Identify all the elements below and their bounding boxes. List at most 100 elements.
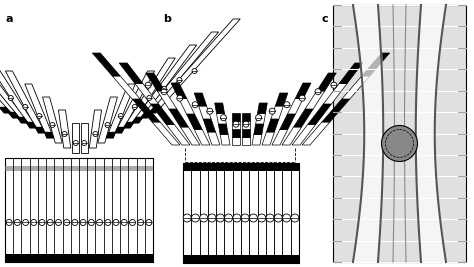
- Polygon shape: [242, 121, 250, 129]
- Polygon shape: [25, 84, 54, 138]
- Polygon shape: [186, 114, 202, 129]
- Circle shape: [241, 214, 249, 222]
- Polygon shape: [242, 129, 250, 137]
- Circle shape: [137, 219, 144, 225]
- Polygon shape: [106, 132, 116, 138]
- Circle shape: [147, 96, 152, 100]
- Polygon shape: [199, 106, 211, 119]
- Bar: [63, 158, 71, 262]
- Polygon shape: [58, 110, 71, 148]
- Polygon shape: [208, 132, 220, 145]
- Polygon shape: [322, 99, 350, 122]
- Circle shape: [146, 219, 152, 225]
- Polygon shape: [152, 122, 180, 145]
- Circle shape: [72, 219, 78, 225]
- Circle shape: [216, 214, 224, 222]
- Bar: [274, 163, 283, 263]
- Polygon shape: [255, 113, 265, 124]
- Polygon shape: [302, 122, 330, 145]
- Circle shape: [249, 214, 257, 222]
- Circle shape: [177, 77, 182, 83]
- Polygon shape: [232, 129, 240, 137]
- Bar: [5, 166, 153, 171]
- Bar: [30, 158, 38, 262]
- Circle shape: [6, 219, 12, 225]
- Circle shape: [93, 132, 98, 136]
- Polygon shape: [339, 63, 363, 84]
- Circle shape: [62, 132, 67, 136]
- Polygon shape: [217, 113, 227, 124]
- Bar: [266, 163, 274, 263]
- Circle shape: [299, 95, 305, 101]
- Circle shape: [225, 214, 233, 222]
- Circle shape: [105, 123, 110, 128]
- Polygon shape: [0, 107, 11, 113]
- Bar: [208, 163, 216, 263]
- Polygon shape: [0, 45, 28, 123]
- Bar: [55, 158, 63, 262]
- Circle shape: [113, 219, 119, 225]
- Circle shape: [64, 219, 70, 225]
- Circle shape: [97, 219, 102, 225]
- Polygon shape: [8, 112, 20, 118]
- Text: a: a: [6, 14, 13, 24]
- Circle shape: [39, 219, 45, 225]
- Polygon shape: [232, 121, 240, 129]
- Bar: [21, 158, 30, 262]
- Bar: [46, 158, 55, 262]
- Polygon shape: [26, 122, 37, 128]
- Text: b: b: [163, 14, 171, 24]
- Polygon shape: [305, 91, 325, 109]
- Polygon shape: [232, 137, 240, 145]
- Circle shape: [129, 219, 136, 225]
- Polygon shape: [232, 113, 240, 121]
- Polygon shape: [181, 127, 200, 145]
- Circle shape: [284, 102, 290, 108]
- Polygon shape: [123, 122, 134, 128]
- Circle shape: [31, 219, 37, 225]
- Bar: [249, 163, 257, 263]
- Polygon shape: [362, 53, 390, 76]
- Polygon shape: [149, 107, 161, 113]
- Circle shape: [274, 214, 283, 222]
- Polygon shape: [282, 127, 301, 145]
- Polygon shape: [0, 58, 37, 128]
- Circle shape: [73, 140, 78, 146]
- Polygon shape: [219, 124, 228, 135]
- Bar: [216, 163, 224, 263]
- Circle shape: [208, 214, 216, 222]
- Circle shape: [8, 96, 13, 100]
- Circle shape: [207, 108, 213, 114]
- Polygon shape: [194, 129, 210, 145]
- Polygon shape: [157, 91, 177, 109]
- Polygon shape: [271, 106, 283, 119]
- Polygon shape: [98, 97, 118, 143]
- Bar: [79, 158, 87, 262]
- Polygon shape: [119, 63, 143, 84]
- Polygon shape: [288, 99, 303, 114]
- Polygon shape: [35, 127, 45, 133]
- Circle shape: [47, 219, 53, 225]
- Bar: [200, 163, 208, 263]
- Polygon shape: [0, 32, 20, 118]
- Polygon shape: [169, 109, 189, 127]
- Circle shape: [161, 89, 167, 95]
- Polygon shape: [266, 119, 279, 132]
- Circle shape: [55, 219, 62, 225]
- Circle shape: [118, 113, 123, 119]
- Bar: [95, 158, 104, 262]
- Polygon shape: [257, 103, 267, 113]
- Circle shape: [88, 219, 94, 225]
- Circle shape: [258, 214, 266, 222]
- Polygon shape: [123, 58, 175, 128]
- Polygon shape: [242, 137, 250, 145]
- Polygon shape: [5, 71, 45, 133]
- Circle shape: [315, 89, 321, 95]
- Circle shape: [266, 214, 274, 222]
- Bar: [104, 158, 112, 262]
- Bar: [5, 254, 153, 262]
- Bar: [183, 255, 299, 263]
- Polygon shape: [295, 83, 311, 99]
- Circle shape: [269, 108, 275, 114]
- Polygon shape: [220, 135, 230, 145]
